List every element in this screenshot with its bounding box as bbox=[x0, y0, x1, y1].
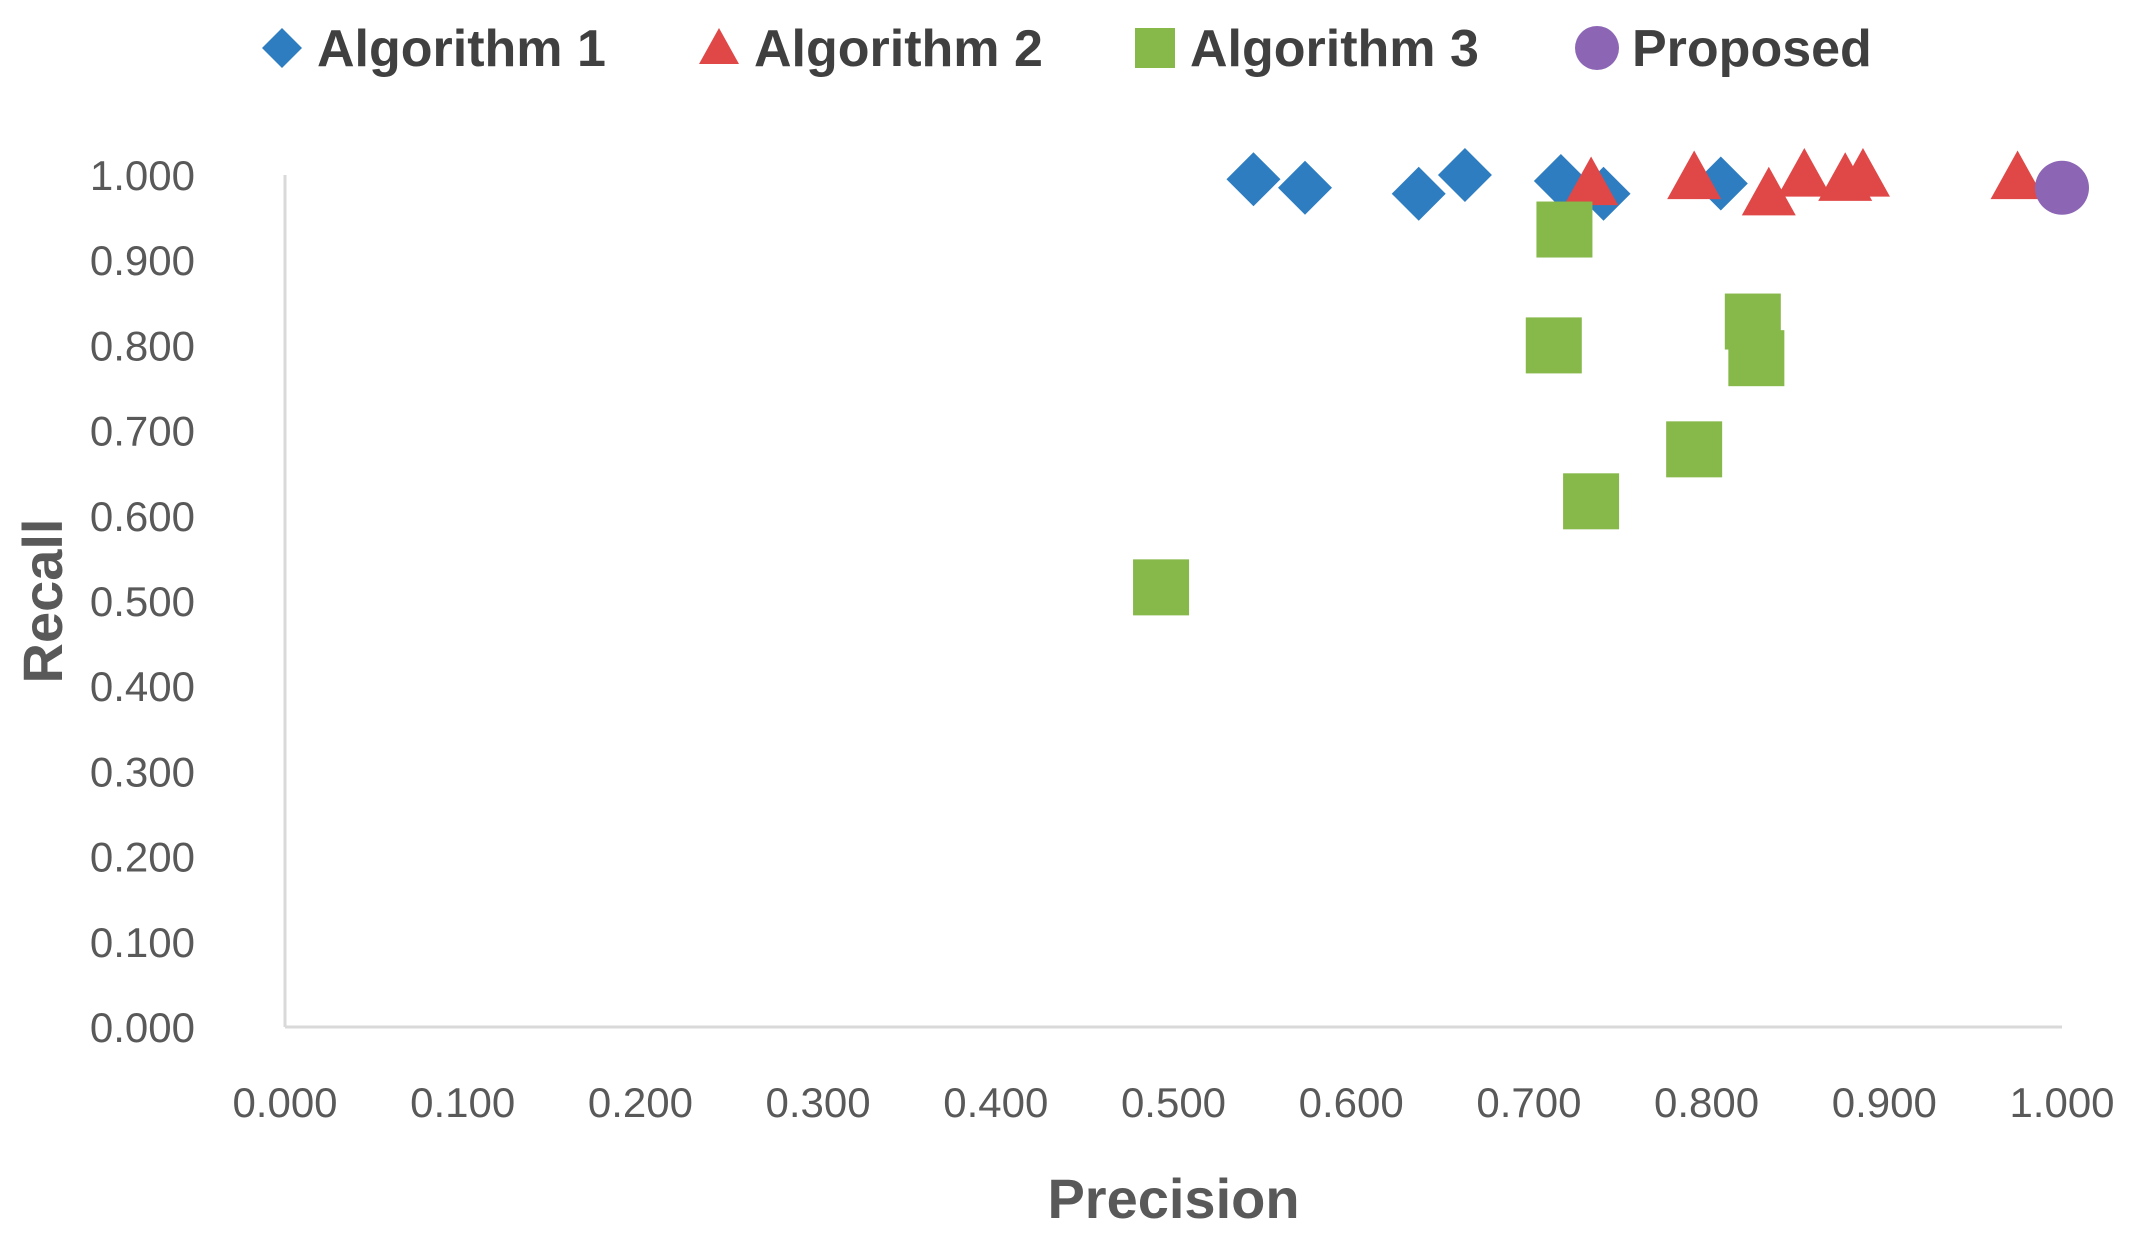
axes bbox=[283, 175, 2062, 1029]
x-tick-label: 0.800 bbox=[1654, 1079, 1759, 1126]
legend-label: Algorithm 1 bbox=[317, 20, 606, 78]
legend-entry: Algorithm 2 bbox=[699, 20, 1043, 78]
y-tick-label: 0.800 bbox=[90, 322, 195, 369]
triangle-point bbox=[1667, 150, 1722, 200]
y-tick-label: 0.200 bbox=[90, 834, 195, 881]
square-point bbox=[1536, 201, 1593, 258]
square-point bbox=[1728, 330, 1785, 387]
legend-label: Algorithm 3 bbox=[1190, 20, 1479, 78]
x-tick-label: 0.500 bbox=[1121, 1079, 1226, 1126]
triangle-point bbox=[1835, 148, 1890, 197]
square-point bbox=[1563, 473, 1620, 530]
legend-entry: Algorithm 1 bbox=[262, 20, 606, 78]
y-tick-label: 0.900 bbox=[90, 237, 195, 284]
x-tick-label: 0.200 bbox=[588, 1079, 693, 1126]
legend-label: Algorithm 2 bbox=[754, 20, 1043, 78]
legend-square-icon bbox=[1135, 28, 1175, 68]
x-tick-label: 1.000 bbox=[2009, 1079, 2114, 1126]
square-point bbox=[1133, 559, 1190, 616]
legend-entry: Proposed bbox=[1575, 20, 1872, 78]
triangle-point bbox=[1564, 156, 1619, 206]
y-tick-label: 1.000 bbox=[90, 152, 195, 199]
triangle-point bbox=[1990, 150, 2045, 200]
x-tick-label: 0.600 bbox=[1299, 1079, 1404, 1126]
diamond-point bbox=[1226, 152, 1281, 207]
circle-point bbox=[2035, 160, 2089, 215]
x-tick-label: 0.100 bbox=[410, 1079, 515, 1126]
legend: Algorithm 1 Algorithm 2 Algorithm 3 Propose… bbox=[262, 20, 1872, 78]
series-proposed bbox=[2035, 160, 2089, 215]
legend-entry: Algorithm 3 bbox=[1135, 20, 1479, 78]
x-tick-label: 0.700 bbox=[1476, 1079, 1581, 1126]
y-tick-label: 0.100 bbox=[90, 919, 195, 966]
tick-labels: 0.000 0.100 0.200 0.300 0.400 0.500 0.600 0.700… bbox=[90, 152, 2115, 1126]
legend-triangle-icon bbox=[699, 28, 739, 64]
x-axis-title: Precision bbox=[1047, 1167, 1299, 1230]
y-tick-label: 0.600 bbox=[90, 493, 195, 540]
y-tick-label: 0.400 bbox=[90, 663, 195, 710]
legend-label: Proposed bbox=[1632, 20, 1872, 78]
square-point bbox=[1525, 317, 1582, 374]
legend-circle-icon bbox=[1575, 26, 1619, 70]
y-tick-label: 0.000 bbox=[90, 1004, 195, 1051]
diamond-point bbox=[1277, 160, 1332, 215]
y-tick-label: 0.300 bbox=[90, 748, 195, 795]
triangle-point bbox=[1741, 166, 1796, 216]
y-axis-title: Recall bbox=[11, 519, 74, 684]
series-algorithm-2 bbox=[1564, 148, 2045, 216]
y-tick-label: 0.500 bbox=[90, 578, 195, 625]
x-tick-label: 0.000 bbox=[232, 1079, 337, 1126]
x-tick-label: 0.900 bbox=[1832, 1079, 1937, 1126]
series-algorithm-3 bbox=[1133, 201, 1785, 616]
diamond-point bbox=[1437, 148, 1492, 202]
data-points bbox=[1133, 148, 2089, 616]
x-tick-label: 0.400 bbox=[943, 1079, 1048, 1126]
y-tick-label: 0.700 bbox=[90, 408, 195, 455]
square-point bbox=[1666, 421, 1723, 478]
x-tick-label: 0.300 bbox=[766, 1079, 871, 1126]
legend-diamond-icon bbox=[262, 28, 302, 68]
diamond-point bbox=[1391, 166, 1446, 221]
series-algorithm-1 bbox=[1226, 148, 1748, 221]
triangle-point bbox=[1777, 148, 1832, 197]
